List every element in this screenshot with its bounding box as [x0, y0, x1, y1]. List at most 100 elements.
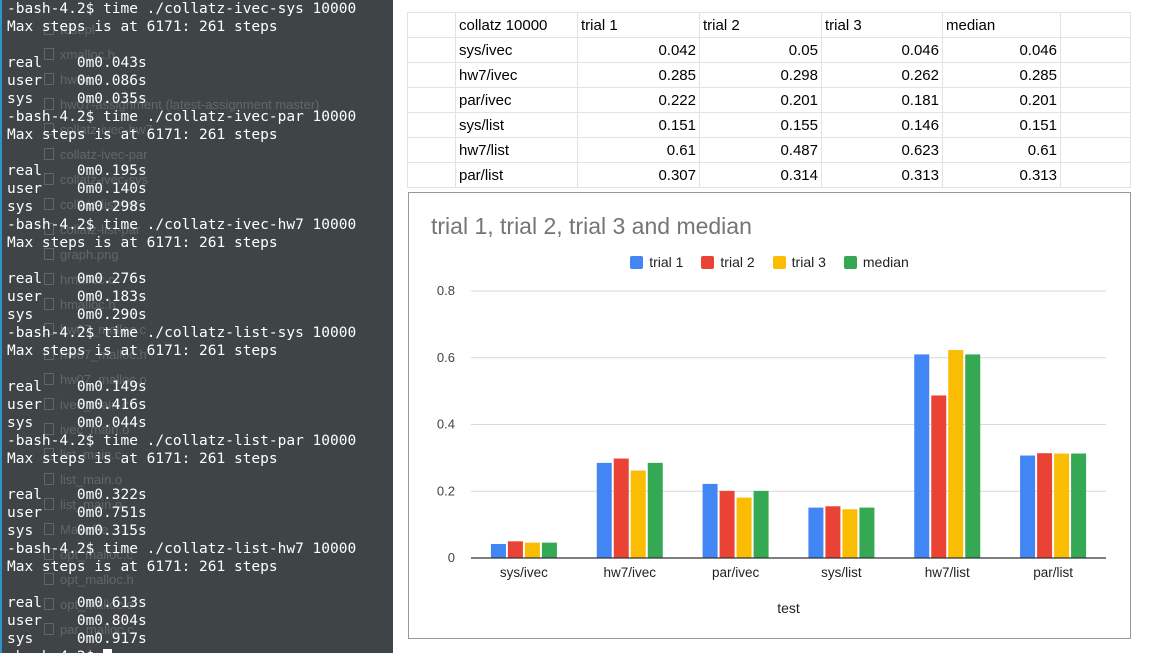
- terminal-window[interactable]: test.pl xmalloc.h hw04 hw07-assignment (lat…: [0, 0, 393, 653]
- table-cell[interactable]: 0.285: [577, 62, 700, 88]
- terminal-line: sys 0m0.315s: [7, 523, 147, 539]
- table-cell[interactable]: 0.151: [942, 112, 1061, 138]
- terminal-line: real 0m0.276s: [7, 271, 147, 287]
- legend-label: median: [862, 254, 909, 270]
- legend-item[interactable]: trial 2: [701, 254, 755, 270]
- table-header-row: collatz 10000 trial 1 trial 2 trial 3 median: [407, 12, 1131, 38]
- bar-median: [541, 542, 557, 558]
- table-cell[interactable]: 0.042: [577, 37, 700, 63]
- table-cell-empty[interactable]: [1060, 12, 1131, 38]
- table-cell-empty[interactable]: [407, 112, 456, 138]
- table-cell[interactable]: 0.201: [942, 87, 1061, 113]
- table-cell[interactable]: 0.61: [942, 137, 1061, 163]
- table-cell-empty[interactable]: [407, 37, 456, 63]
- table-cell[interactable]: 0.222: [577, 87, 700, 113]
- table-cell[interactable]: 0.155: [699, 112, 822, 138]
- table-cell[interactable]: 0.61: [577, 137, 700, 163]
- table-cell[interactable]: hw7/list: [455, 137, 578, 163]
- terminal-line: -bash-4.2$ time ./collatz-list-hw7 10000: [7, 541, 357, 557]
- chart-plot: 0 0.2 0.4 0.6 0.8 sys/ivec hw7/ivec par/ivec sys…: [437, 283, 1106, 616]
- table-cell[interactable]: 0.181: [821, 87, 943, 113]
- table-cell[interactable]: 0.314: [699, 162, 822, 188]
- x-tick-label: hw7/ivec: [603, 565, 656, 580]
- bar-trial-2: [931, 395, 947, 558]
- y-tick-label: 0.4: [437, 417, 455, 432]
- bar-trial-1: [490, 543, 506, 558]
- table-cell[interactable]: trial 3: [821, 12, 943, 38]
- table-cell[interactable]: 0.046: [821, 37, 943, 63]
- bar-trial-3: [630, 470, 646, 558]
- y-tick-label: 0.8: [437, 283, 455, 298]
- bar-trial-2: [507, 541, 523, 558]
- legend-item[interactable]: trial 1: [630, 254, 683, 270]
- table-cell[interactable]: 0.05: [699, 37, 822, 63]
- legend-label: trial 3: [791, 254, 826, 270]
- terminal-line: sys 0m0.917s: [7, 631, 147, 647]
- table-cell-empty[interactable]: [407, 137, 456, 163]
- table-cell-empty[interactable]: [1060, 37, 1131, 63]
- bar-median: [965, 354, 981, 558]
- table-cell[interactable]: trial 1: [577, 12, 700, 38]
- terminal-line: Max steps is at 6171: 261 steps: [7, 127, 278, 143]
- table-cell[interactable]: 0.046: [942, 37, 1061, 63]
- table-row: hw7/list 0.61 0.487 0.623 0.61: [407, 137, 1131, 163]
- bar-trial-1: [1020, 455, 1036, 558]
- table-cell[interactable]: 0.313: [942, 162, 1061, 188]
- terminal-line: -bash-4.2$ time ./collatz-ivec-par 10000: [7, 109, 357, 125]
- terminal-line: -bash-4.2$: [7, 649, 103, 653]
- bar-trial-2: [1037, 453, 1053, 558]
- table-cell[interactable]: par/list: [455, 162, 578, 188]
- bar-chart[interactable]: trial 1, trial 2, trial 3 and median tri…: [408, 192, 1131, 639]
- terminal-cursor: [103, 649, 113, 653]
- terminal-line: -bash-4.2$ time ./collatz-list-sys 10000: [7, 325, 357, 341]
- table-cell[interactable]: collatz 10000: [455, 12, 578, 38]
- table-cell[interactable]: hw7/ivec: [455, 62, 578, 88]
- terminal-line: Max steps is at 6171: 261 steps: [7, 559, 278, 575]
- table-cell-empty[interactable]: [1060, 112, 1131, 138]
- table-cell-empty[interactable]: [407, 162, 456, 188]
- bar-trial-3: [1054, 453, 1070, 558]
- bar-trial-2: [613, 458, 629, 558]
- table-cell[interactable]: 0.146: [821, 112, 943, 138]
- table-cell[interactable]: par/ivec: [455, 87, 578, 113]
- table-cell[interactable]: 0.151: [577, 112, 700, 138]
- table-cell[interactable]: median: [942, 12, 1061, 38]
- terminal-line: user 0m0.086s: [7, 73, 147, 89]
- legend-swatch: [630, 256, 644, 269]
- table-cell[interactable]: 0.285: [942, 62, 1061, 88]
- table-cell-empty[interactable]: [1060, 62, 1131, 88]
- table-cell[interactable]: trial 2: [699, 12, 822, 38]
- table-row: par/list 0.307 0.314 0.313 0.313: [407, 162, 1131, 188]
- bar-trial-3: [842, 509, 858, 558]
- table-cell-empty[interactable]: [407, 87, 456, 113]
- table-cell[interactable]: sys/ivec: [455, 37, 578, 63]
- terminal-line: -bash-4.2$ time ./collatz-ivec-sys 10000: [7, 1, 357, 17]
- terminal-line: user 0m0.183s: [7, 289, 147, 305]
- y-tick-label: 0.2: [437, 483, 455, 498]
- legend-item[interactable]: median: [843, 254, 909, 270]
- chart-title: trial 1, trial 2, trial 3 and median: [431, 213, 752, 239]
- table-cell-empty[interactable]: [1060, 87, 1131, 113]
- table-cell[interactable]: 0.623: [821, 137, 943, 163]
- chart-legend: trial 1 trial 2 trial 3 median: [409, 254, 1130, 270]
- table-cell[interactable]: 0.298: [699, 62, 822, 88]
- x-axis-title: test: [777, 600, 800, 616]
- table-cell-empty[interactable]: [407, 62, 456, 88]
- table-cell[interactable]: 0.201: [699, 87, 822, 113]
- table-cell-empty[interactable]: [407, 12, 456, 38]
- bar-median: [647, 462, 663, 558]
- table-cell[interactable]: 0.307: [577, 162, 700, 188]
- bar-trial-1: [808, 507, 824, 558]
- table-cell[interactable]: 0.313: [821, 162, 943, 188]
- bar-trial-3: [948, 350, 964, 558]
- table-cell[interactable]: 0.262: [821, 62, 943, 88]
- legend-item[interactable]: trial 3: [772, 254, 826, 270]
- terminal-output: -bash-4.2$ time ./collatz-ivec-sys 10000…: [7, 0, 356, 653]
- terminal-line: Max steps is at 6171: 261 steps: [7, 451, 278, 467]
- table-cell-empty[interactable]: [1060, 162, 1131, 188]
- table-cell-empty[interactable]: [1060, 137, 1131, 163]
- x-tick-label: par/ivec: [712, 565, 760, 580]
- table-cell[interactable]: sys/list: [455, 112, 578, 138]
- terminal-line: -bash-4.2$ time ./collatz-ivec-hw7 10000: [7, 217, 357, 233]
- table-cell[interactable]: 0.487: [699, 137, 822, 163]
